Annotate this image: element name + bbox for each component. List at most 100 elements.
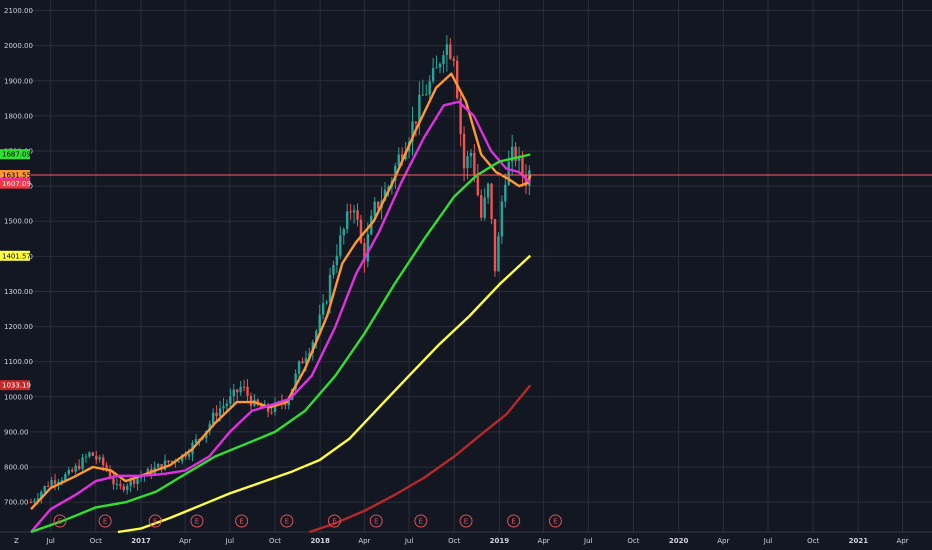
x-tick-label: Jul <box>404 537 414 545</box>
candle-body <box>33 500 36 503</box>
candle-body <box>208 423 211 431</box>
earnings-marker <box>190 514 204 528</box>
candle-body <box>332 265 335 275</box>
candle-body <box>218 408 222 417</box>
candle-body <box>387 186 390 190</box>
ma-line-1 <box>30 72 532 511</box>
candle-body <box>126 485 129 491</box>
candle-body <box>64 474 67 480</box>
candle-body <box>108 470 112 479</box>
candle-body <box>184 454 187 457</box>
earnings-marker-label: E <box>239 518 243 526</box>
candle-body <box>129 478 132 486</box>
price-label: 1687.09 <box>2 151 31 159</box>
candle-body <box>342 229 345 236</box>
x-tick-label: Apr <box>358 537 370 545</box>
earnings-marker <box>548 514 562 528</box>
x-tick-label: Oct <box>90 537 102 545</box>
candle-body <box>459 98 462 134</box>
y-tick-label: 1000.00 <box>4 393 33 401</box>
earnings-marker-label: E <box>103 518 107 526</box>
candle-body <box>236 389 239 393</box>
y-tick-label: 2100.00 <box>4 7 33 15</box>
x-tick-label: Apr <box>179 537 191 545</box>
candle-body <box>101 457 105 466</box>
candle-body <box>328 274 332 303</box>
earnings-marker <box>280 514 294 528</box>
candle-body <box>500 201 504 237</box>
earnings-marker <box>414 514 428 528</box>
candle-body <box>373 201 376 216</box>
candle-body <box>397 154 400 166</box>
earnings-marker <box>507 514 521 528</box>
candle-body <box>455 60 459 99</box>
candle-body <box>71 469 74 472</box>
earnings-marker <box>53 514 67 528</box>
x-tick-label: 2017 <box>131 537 151 545</box>
y-tick-label: 1100.00 <box>4 358 33 366</box>
candle-body <box>246 386 249 396</box>
candle-body <box>67 469 70 475</box>
candle-body <box>132 478 136 484</box>
candle-body <box>435 67 438 69</box>
candle-body <box>88 452 91 457</box>
candle-body <box>177 461 180 463</box>
earnings-marker <box>327 514 341 528</box>
x-tick-label: 2018 <box>310 537 330 545</box>
earnings-marker-label: E <box>511 518 515 526</box>
candle-body <box>483 197 486 218</box>
candle-body <box>239 386 242 393</box>
x-tick-label: Jul <box>583 537 593 545</box>
earnings-marker-label: E <box>553 518 557 526</box>
candle-body <box>363 242 366 262</box>
earnings-marker-label: E <box>195 518 199 526</box>
candle-body <box>249 395 253 406</box>
candle-body <box>339 235 342 256</box>
earnings-marker-label: E <box>374 518 378 526</box>
candle-body <box>139 476 143 479</box>
x-tick-label: Oct <box>807 537 819 545</box>
candle-body <box>497 236 500 272</box>
candle-body <box>438 64 442 68</box>
price-label: 1401.57 <box>2 252 31 260</box>
moving-averages <box>30 72 532 534</box>
candle-body <box>46 485 50 487</box>
price-labels: 1631.551687.091609.921607.091401.571033.… <box>0 149 31 391</box>
candle-body <box>273 402 277 413</box>
timezone-label[interactable]: Z <box>14 537 19 545</box>
candle-body <box>160 464 163 470</box>
candle-body <box>98 457 101 460</box>
candle-body <box>462 133 466 169</box>
earnings-marker-label: E <box>285 518 289 526</box>
candle-body <box>119 483 122 486</box>
candle-body <box>136 478 139 484</box>
candle-body <box>476 175 480 196</box>
y-tick-label: 900.00 <box>4 428 29 436</box>
candle-body <box>284 404 287 406</box>
candle-body <box>490 183 493 220</box>
candle-body <box>95 455 98 460</box>
candle-body <box>421 94 425 96</box>
candle-body <box>211 412 215 424</box>
time-axis[interactable]: Jul Oct 2017 Apr Jul Oct 2018 Apr Jul Oct 2019 Apr J… <box>45 537 908 545</box>
candle-body <box>57 481 60 484</box>
x-tick-label: Oct <box>627 537 639 545</box>
candle-body <box>36 498 40 501</box>
candle-body <box>315 331 318 343</box>
candle-body <box>325 302 328 304</box>
candle-body <box>242 386 246 388</box>
earnings-marker-label: E <box>332 518 336 526</box>
x-tick-label: Apr <box>538 537 550 545</box>
candle-body <box>53 480 57 484</box>
candle-body <box>431 68 435 82</box>
candle-body <box>345 211 349 230</box>
candle-body <box>232 389 235 397</box>
earnings-marker-label: E <box>153 518 157 526</box>
candle-body <box>50 480 53 487</box>
candle-body <box>81 457 84 469</box>
candle-body <box>266 404 270 412</box>
x-tick-label: Jul <box>763 537 773 545</box>
